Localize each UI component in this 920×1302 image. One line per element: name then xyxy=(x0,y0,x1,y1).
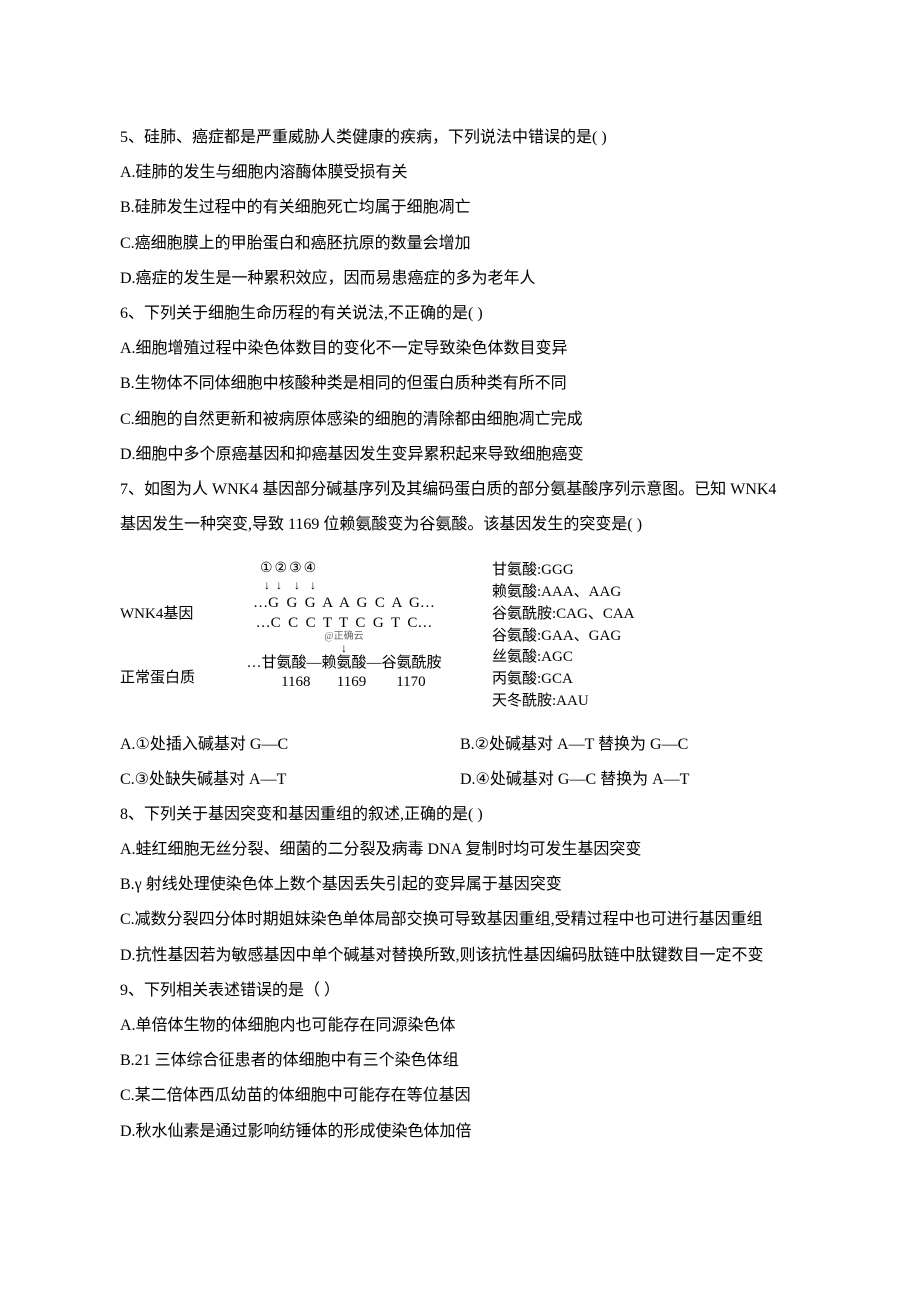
q8-opt-b: B.γ 射线处理使染色体上数个基因丢失引起的变异属于基因突变 xyxy=(120,867,800,902)
q7-mutation-marks: ①②③④ xyxy=(214,560,474,579)
q8-opt-d: D.抗性基因若为敏感基因中单个碱基对替换所致,则该抗性基因编码肽链中肽键数目一定… xyxy=(120,938,800,973)
q7-mark-arrows: ↓ ↓ ↓ ↓ xyxy=(214,579,474,593)
q7-protein-line1: …甘氨酸—赖氨酸—谷氨酰胺 xyxy=(214,654,474,674)
q5-stem: 5、硅肺、癌症都是严重威胁人类健康的疾病，下列说法中错误的是( ) xyxy=(120,120,800,155)
q7-stem-line2: 基因发生一种突变,导致 1169 位赖氨酸变为谷氨酸。该基因发生的突变是( ) xyxy=(120,507,800,542)
q5-opt-b: B.硅肺发生过程中的有关细胞死亡均属于细胞凋亡 xyxy=(120,190,800,225)
q7-codon-row: 甘氨酸:GGG xyxy=(492,560,662,582)
q7-options-row1: A.①处插入碱基对 G—C B.②处碱基对 A—T 替换为 G—C xyxy=(120,727,800,762)
q7-protein-label: 正常蛋白质 xyxy=(120,656,210,700)
exam-page: 5、硅肺、癌症都是严重威胁人类健康的疾病，下列说法中错误的是( ) A.硅肺的发… xyxy=(0,0,920,1302)
q7-codon-row: 天冬酰胺:AAU xyxy=(492,691,662,713)
q9-opt-c: C.某二倍体西瓜幼苗的体细胞中可能存在等位基因 xyxy=(120,1078,800,1113)
q6-opt-a: A.细胞增殖过程中染色体数目的变化不一定导致染色体数目变异 xyxy=(120,331,800,366)
q6-opt-d: D.细胞中多个原癌基因和抑癌基因发生变异累积起来导致细胞癌变 xyxy=(120,437,800,472)
q7-codon-row: 赖氨酸:AAA、AAG xyxy=(492,582,662,604)
q7-figure-labels: WNK4基因 正常蛋白质 xyxy=(120,560,214,712)
q7-down-arrow-icon: ↓ xyxy=(214,642,474,654)
q5-opt-a: A.硅肺的发生与细胞内溶酶体膜受损有关 xyxy=(120,155,800,190)
q7-protein-line2: 1168 1169 1170 xyxy=(214,673,474,693)
q9-opt-a: A.单倍体生物的体细胞内也可能存在同源染色体 xyxy=(120,1008,800,1043)
q7-opt-d: D.④处碱基对 G—C 替换为 A—T xyxy=(460,762,800,797)
q7-options-row2: C.③处缺失碱基对 A—T D.④处碱基对 G—C 替换为 A—T xyxy=(120,762,800,797)
q7-codon-row: 丝氨酸:AGC xyxy=(492,647,662,669)
q7-seq-top: …G G G A A G C A G… xyxy=(214,593,474,613)
q9-opt-d: D.秋水仙素是通过影响纺锤体的形成使染色体加倍 xyxy=(120,1114,800,1149)
q5-opt-d: D.癌症的发生是一种累积效应，因而易患癌症的多为老年人 xyxy=(120,261,800,296)
q6-opt-c: C.细胞的自然更新和被病原体感染的细胞的清除都由细胞凋亡完成 xyxy=(120,402,800,437)
q7-codon-row: 谷氨酰胺:CAG、CAA xyxy=(492,604,662,626)
q7-opt-b: B.②处碱基对 A—T 替换为 G—C xyxy=(460,727,800,762)
q7-figure: WNK4基因 正常蛋白质 ①②③④ ↓ ↓ ↓ ↓ …G G G A A G C… xyxy=(120,560,800,712)
q7-figure-sequences: ①②③④ ↓ ↓ ↓ ↓ …G G G A A G C A G… …C C C … xyxy=(214,560,474,712)
q8-opt-c: C.减数分裂四分体时期姐妹染色单体局部交换可导致基因重组,受精过程中也可进行基因… xyxy=(120,902,800,937)
q7-codon-table: 甘氨酸:GGG 赖氨酸:AAA、AAG 谷氨酰胺:CAG、CAA 谷氨酸:GAA… xyxy=(474,560,662,712)
q5-opt-c: C.癌细胞膜上的甲胎蛋白和癌胚抗原的数量会增加 xyxy=(120,226,800,261)
q6-stem: 6、下列关于细胞生命历程的有关说法,不正确的是( ) xyxy=(120,296,800,331)
q7-stem-line1: 7、如图为人 WNK4 基因部分碱基序列及其编码蛋白质的部分氨基酸序列示意图。已… xyxy=(120,472,800,507)
q8-opt-a: A.蛙红细胞无丝分裂、细菌的二分裂及病毒 DNA 复制时均可发生基因突变 xyxy=(120,832,800,867)
q7-opt-c: C.③处缺失碱基对 A—T xyxy=(120,762,460,797)
q7-codon-row: 丙氨酸:GCA xyxy=(492,669,662,691)
q7-gene-label: WNK4基因 xyxy=(120,572,210,656)
q9-stem: 9、下列相关表述错误的是（ ） xyxy=(120,973,800,1008)
q7-codon-row: 谷氨酸:GAA、GAG xyxy=(492,626,662,648)
q9-opt-b: B.21 三体综合征患者的体细胞中有三个染色体组 xyxy=(120,1043,800,1078)
q8-stem: 8、下列关于基因突变和基因重组的叙述,正确的是( ) xyxy=(120,797,800,832)
q6-opt-b: B.生物体不同体细胞中核酸种类是相同的但蛋白质种类有所不同 xyxy=(120,366,800,401)
q7-opt-a: A.①处插入碱基对 G—C xyxy=(120,727,460,762)
